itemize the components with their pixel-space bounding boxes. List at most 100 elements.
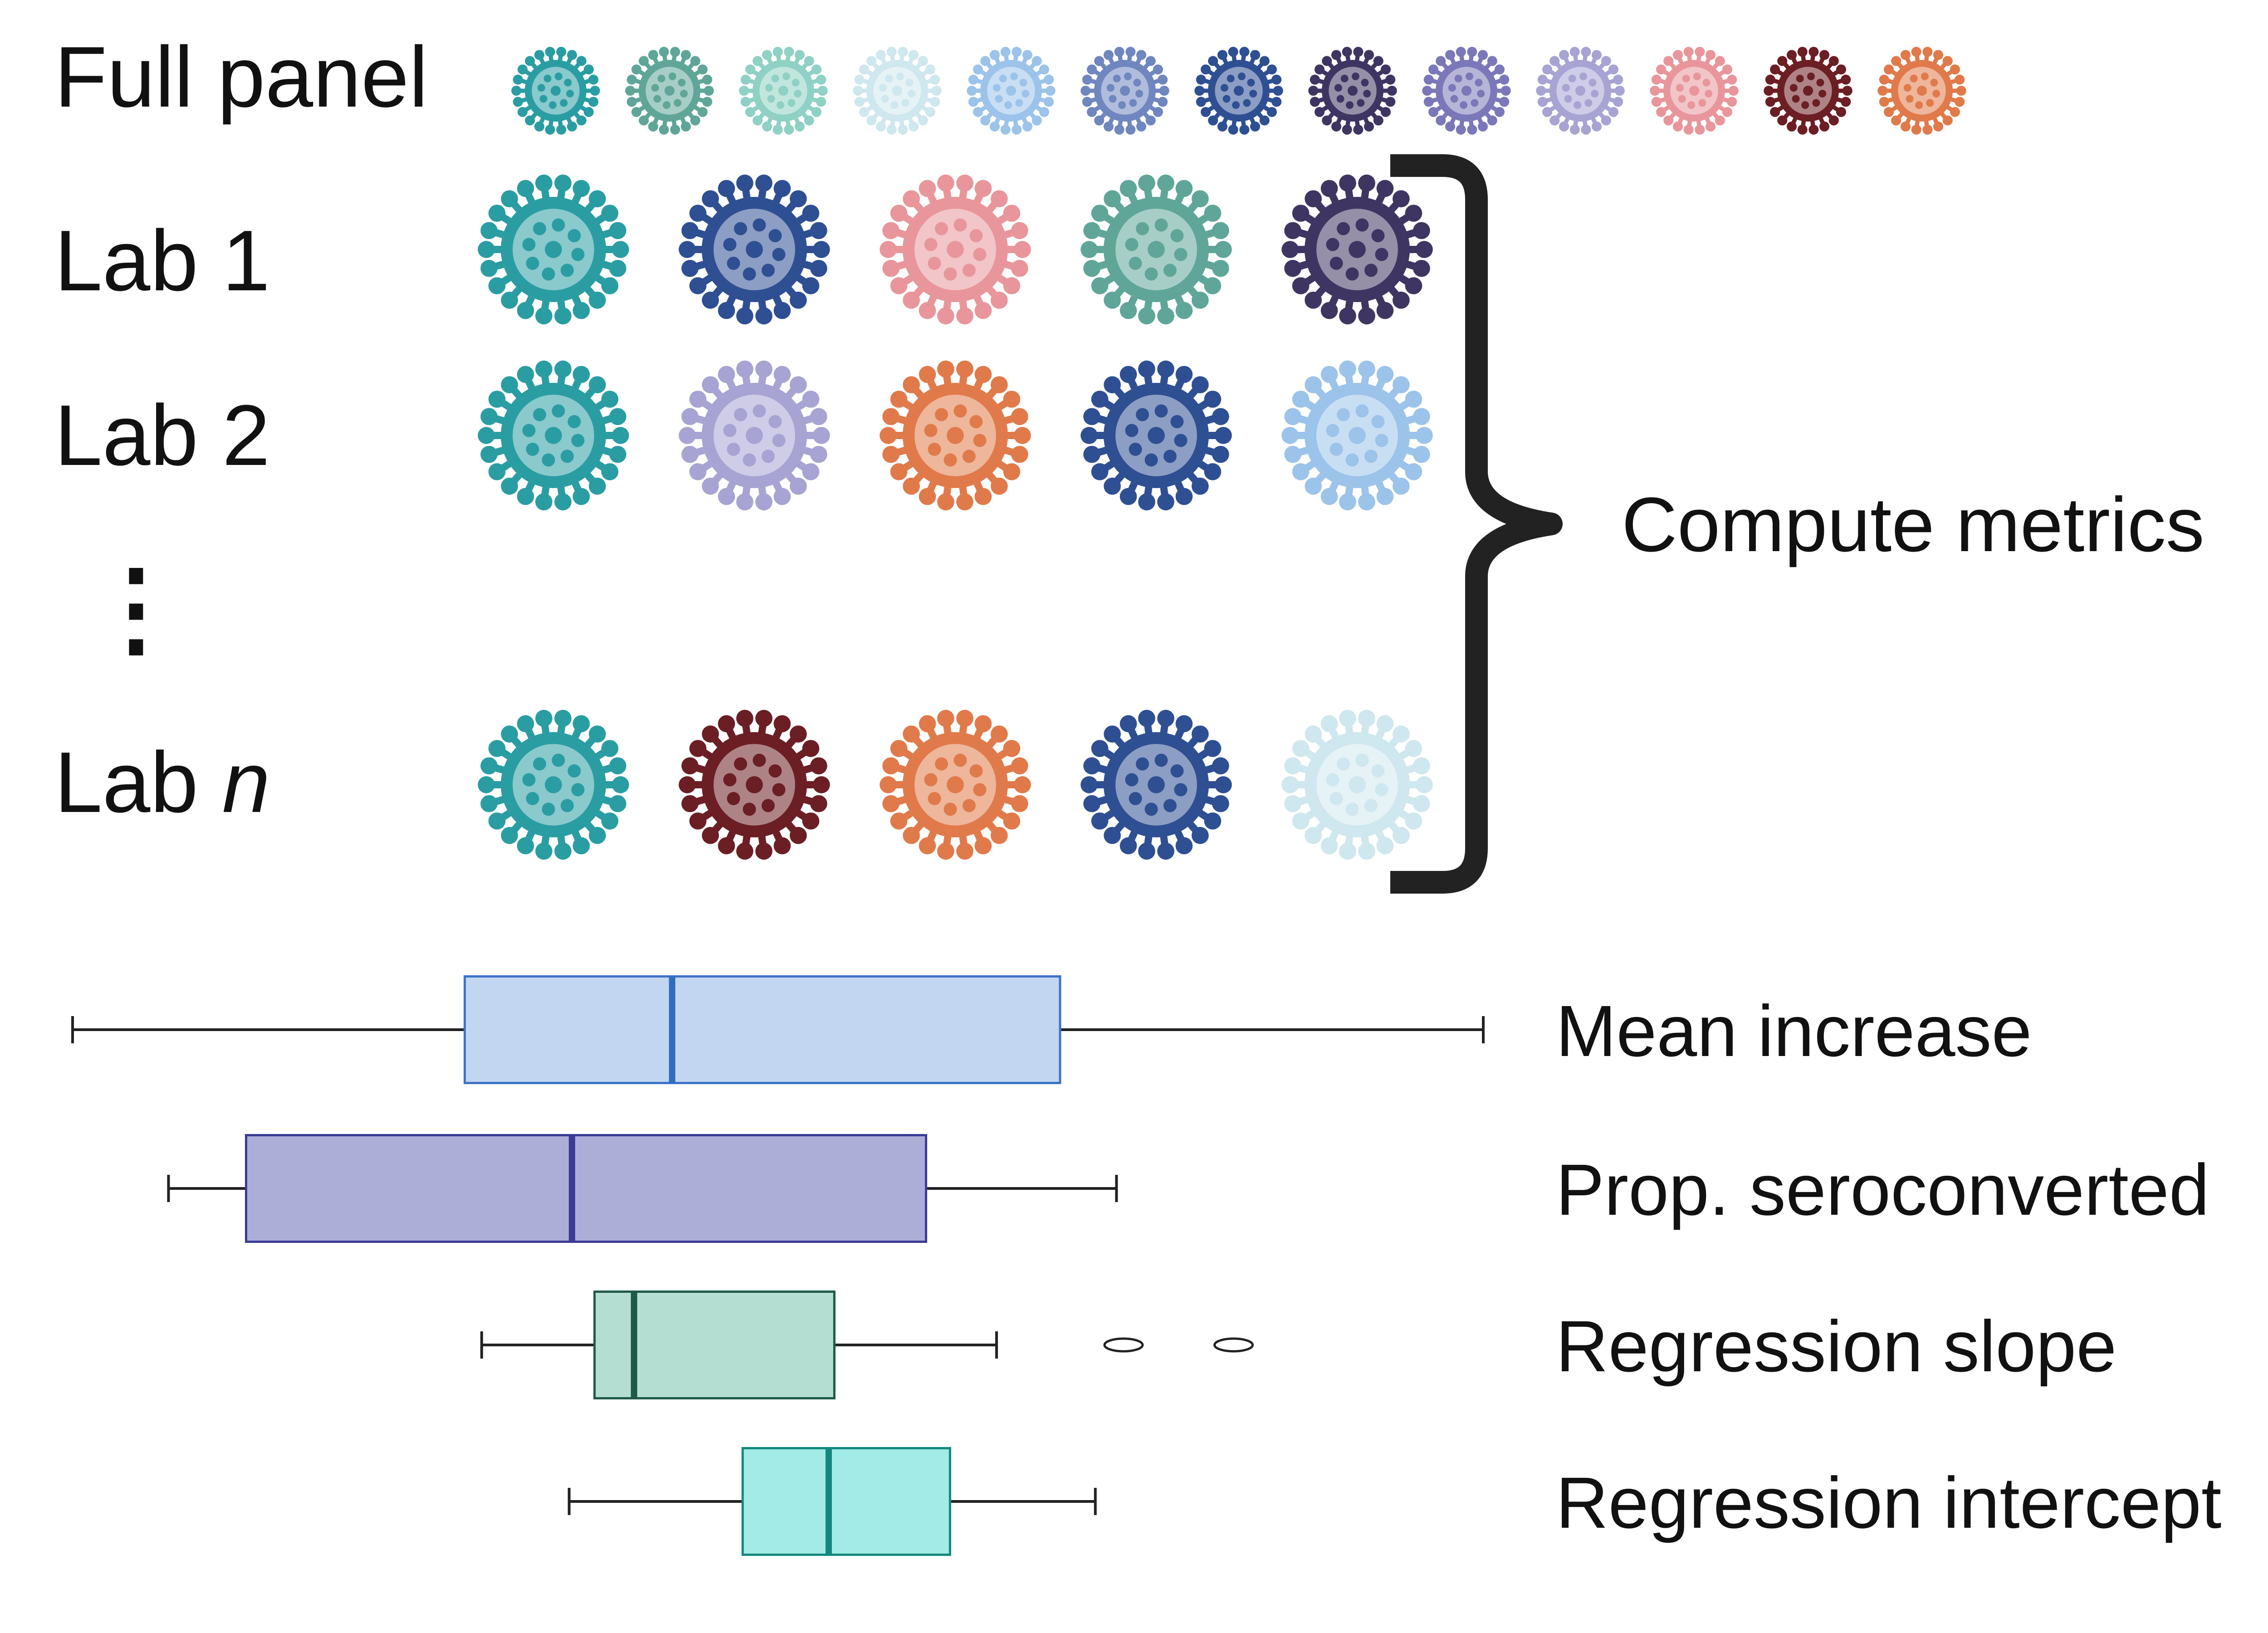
virus-inner-dot bbox=[969, 415, 983, 429]
virus-spike-head bbox=[554, 709, 572, 727]
virus-inner-dot bbox=[1222, 95, 1231, 103]
virus-inner-dot bbox=[1326, 238, 1339, 251]
virus-inner-dot bbox=[924, 773, 938, 787]
virus-spike-head bbox=[567, 121, 577, 132]
virus-inner-dot bbox=[1109, 95, 1117, 103]
virus-spike-head bbox=[1158, 97, 1168, 107]
virus-spike-head bbox=[702, 477, 719, 495]
virus-spike-head bbox=[1003, 740, 1021, 757]
virus-spike-head bbox=[612, 427, 629, 444]
virus-inner-dot bbox=[727, 792, 740, 805]
virus-inner-dot bbox=[943, 453, 957, 467]
virus-spike-head bbox=[718, 302, 735, 319]
virus-spike-head bbox=[991, 826, 1008, 844]
virus-spike-head bbox=[1715, 115, 1725, 126]
virus-spike-head bbox=[1900, 121, 1911, 132]
virus-spike-head bbox=[1445, 121, 1456, 132]
virus-spike-head bbox=[772, 124, 783, 135]
virus-spike-head bbox=[609, 795, 626, 812]
virus-spike-head bbox=[1192, 190, 1209, 208]
virus-inner-dot bbox=[1220, 84, 1228, 92]
virus-spike-head bbox=[689, 812, 707, 830]
virus-spike-head bbox=[659, 124, 669, 135]
virus-spike-head bbox=[1204, 205, 1222, 222]
virus-spike-head bbox=[517, 366, 534, 383]
virus-spike-head bbox=[1308, 85, 1319, 96]
virus-spike-head bbox=[1320, 715, 1338, 733]
virus-spike-head bbox=[1157, 307, 1174, 325]
virus-core bbox=[778, 85, 789, 96]
virus-spike-head bbox=[1922, 124, 1933, 135]
virus-spike-head bbox=[1358, 360, 1375, 378]
virus-inner-dot bbox=[734, 222, 748, 235]
full-panel-virus-icon bbox=[1080, 47, 1169, 135]
virus-inner-dot bbox=[901, 99, 909, 107]
virus-inner-dot bbox=[885, 74, 893, 83]
virus-spike-head bbox=[1138, 493, 1155, 511]
virus-spike-head bbox=[1125, 47, 1136, 57]
virus-spike-head bbox=[1339, 307, 1356, 325]
virus-inner-dot bbox=[571, 248, 585, 261]
virus-spike-head bbox=[773, 180, 791, 197]
virus-spike-head bbox=[772, 47, 783, 57]
virus-inner-dot bbox=[1591, 89, 1599, 98]
virus-inner-dot bbox=[1129, 256, 1142, 270]
virus-spike-head bbox=[1145, 56, 1156, 66]
virus-spike-head bbox=[545, 47, 555, 57]
virus-spike-head bbox=[918, 56, 928, 66]
virus-inner-dot bbox=[761, 264, 775, 277]
virus-spike-head bbox=[689, 463, 707, 480]
lab-2-virus-icon bbox=[880, 360, 1031, 511]
virus-spike-head bbox=[690, 115, 700, 126]
virus-spike-head bbox=[572, 366, 590, 383]
virus-spike-head bbox=[588, 97, 599, 107]
virus-spike-head bbox=[898, 124, 908, 135]
virus-spike-head bbox=[790, 376, 807, 394]
virus-spike-head bbox=[1208, 56, 1218, 66]
virus-spike-head bbox=[880, 241, 897, 258]
virus-spike-head bbox=[790, 725, 807, 743]
virus-inner-dot bbox=[1364, 799, 1378, 812]
virus-spike-head bbox=[1204, 740, 1222, 757]
virus-spike-head bbox=[1956, 85, 1966, 96]
virus-spike-head bbox=[1715, 56, 1725, 66]
virus-inner-dot bbox=[1174, 783, 1188, 797]
virus-spike-head bbox=[1559, 50, 1569, 60]
virus-inner-dot bbox=[1174, 434, 1188, 447]
virus-core bbox=[1006, 85, 1017, 96]
virus-spike-head bbox=[1672, 121, 1683, 132]
boxplot-label: Regression slope bbox=[1556, 1305, 2116, 1387]
virus-inner-dot bbox=[1375, 434, 1388, 447]
virus-inner-dot bbox=[734, 757, 748, 771]
virus-spike-head bbox=[1003, 277, 1021, 294]
virus-spike-head bbox=[681, 795, 699, 812]
virus-spike-head bbox=[670, 124, 680, 135]
virus-spike-head bbox=[480, 408, 498, 425]
virus-spike-head bbox=[1196, 74, 1206, 85]
virus-spike-head bbox=[804, 56, 814, 66]
virus-spike-head bbox=[880, 427, 897, 444]
virus-spike-head bbox=[488, 463, 506, 480]
lab-n-virus-icon bbox=[679, 709, 830, 860]
virus-spike-head bbox=[1119, 837, 1137, 855]
virus-spike-head bbox=[488, 740, 506, 757]
virus-spike-head bbox=[681, 445, 699, 463]
virus-inner-dot bbox=[1375, 783, 1388, 797]
virus-inner-dot bbox=[928, 442, 941, 456]
virus-inner-dot bbox=[1243, 99, 1251, 107]
virus-spike-head bbox=[1942, 56, 1953, 66]
virus-spike-head bbox=[1194, 85, 1205, 96]
virus-spike-head bbox=[925, 64, 935, 75]
virus-spike-head bbox=[817, 85, 828, 96]
virus-spike-head bbox=[681, 222, 699, 240]
virus-spike-head bbox=[690, 56, 700, 66]
virus-inner-dot bbox=[668, 72, 676, 80]
virus-inner-dot bbox=[1448, 84, 1456, 92]
virus-inner-dot bbox=[522, 424, 536, 437]
boxplot-label: Regression intercept bbox=[1556, 1462, 2221, 1543]
virus-spike-head bbox=[679, 241, 696, 258]
lab-n-virus-icon bbox=[1281, 709, 1433, 860]
virus-spike-head bbox=[1091, 277, 1109, 294]
virus-spike-head bbox=[790, 291, 807, 309]
